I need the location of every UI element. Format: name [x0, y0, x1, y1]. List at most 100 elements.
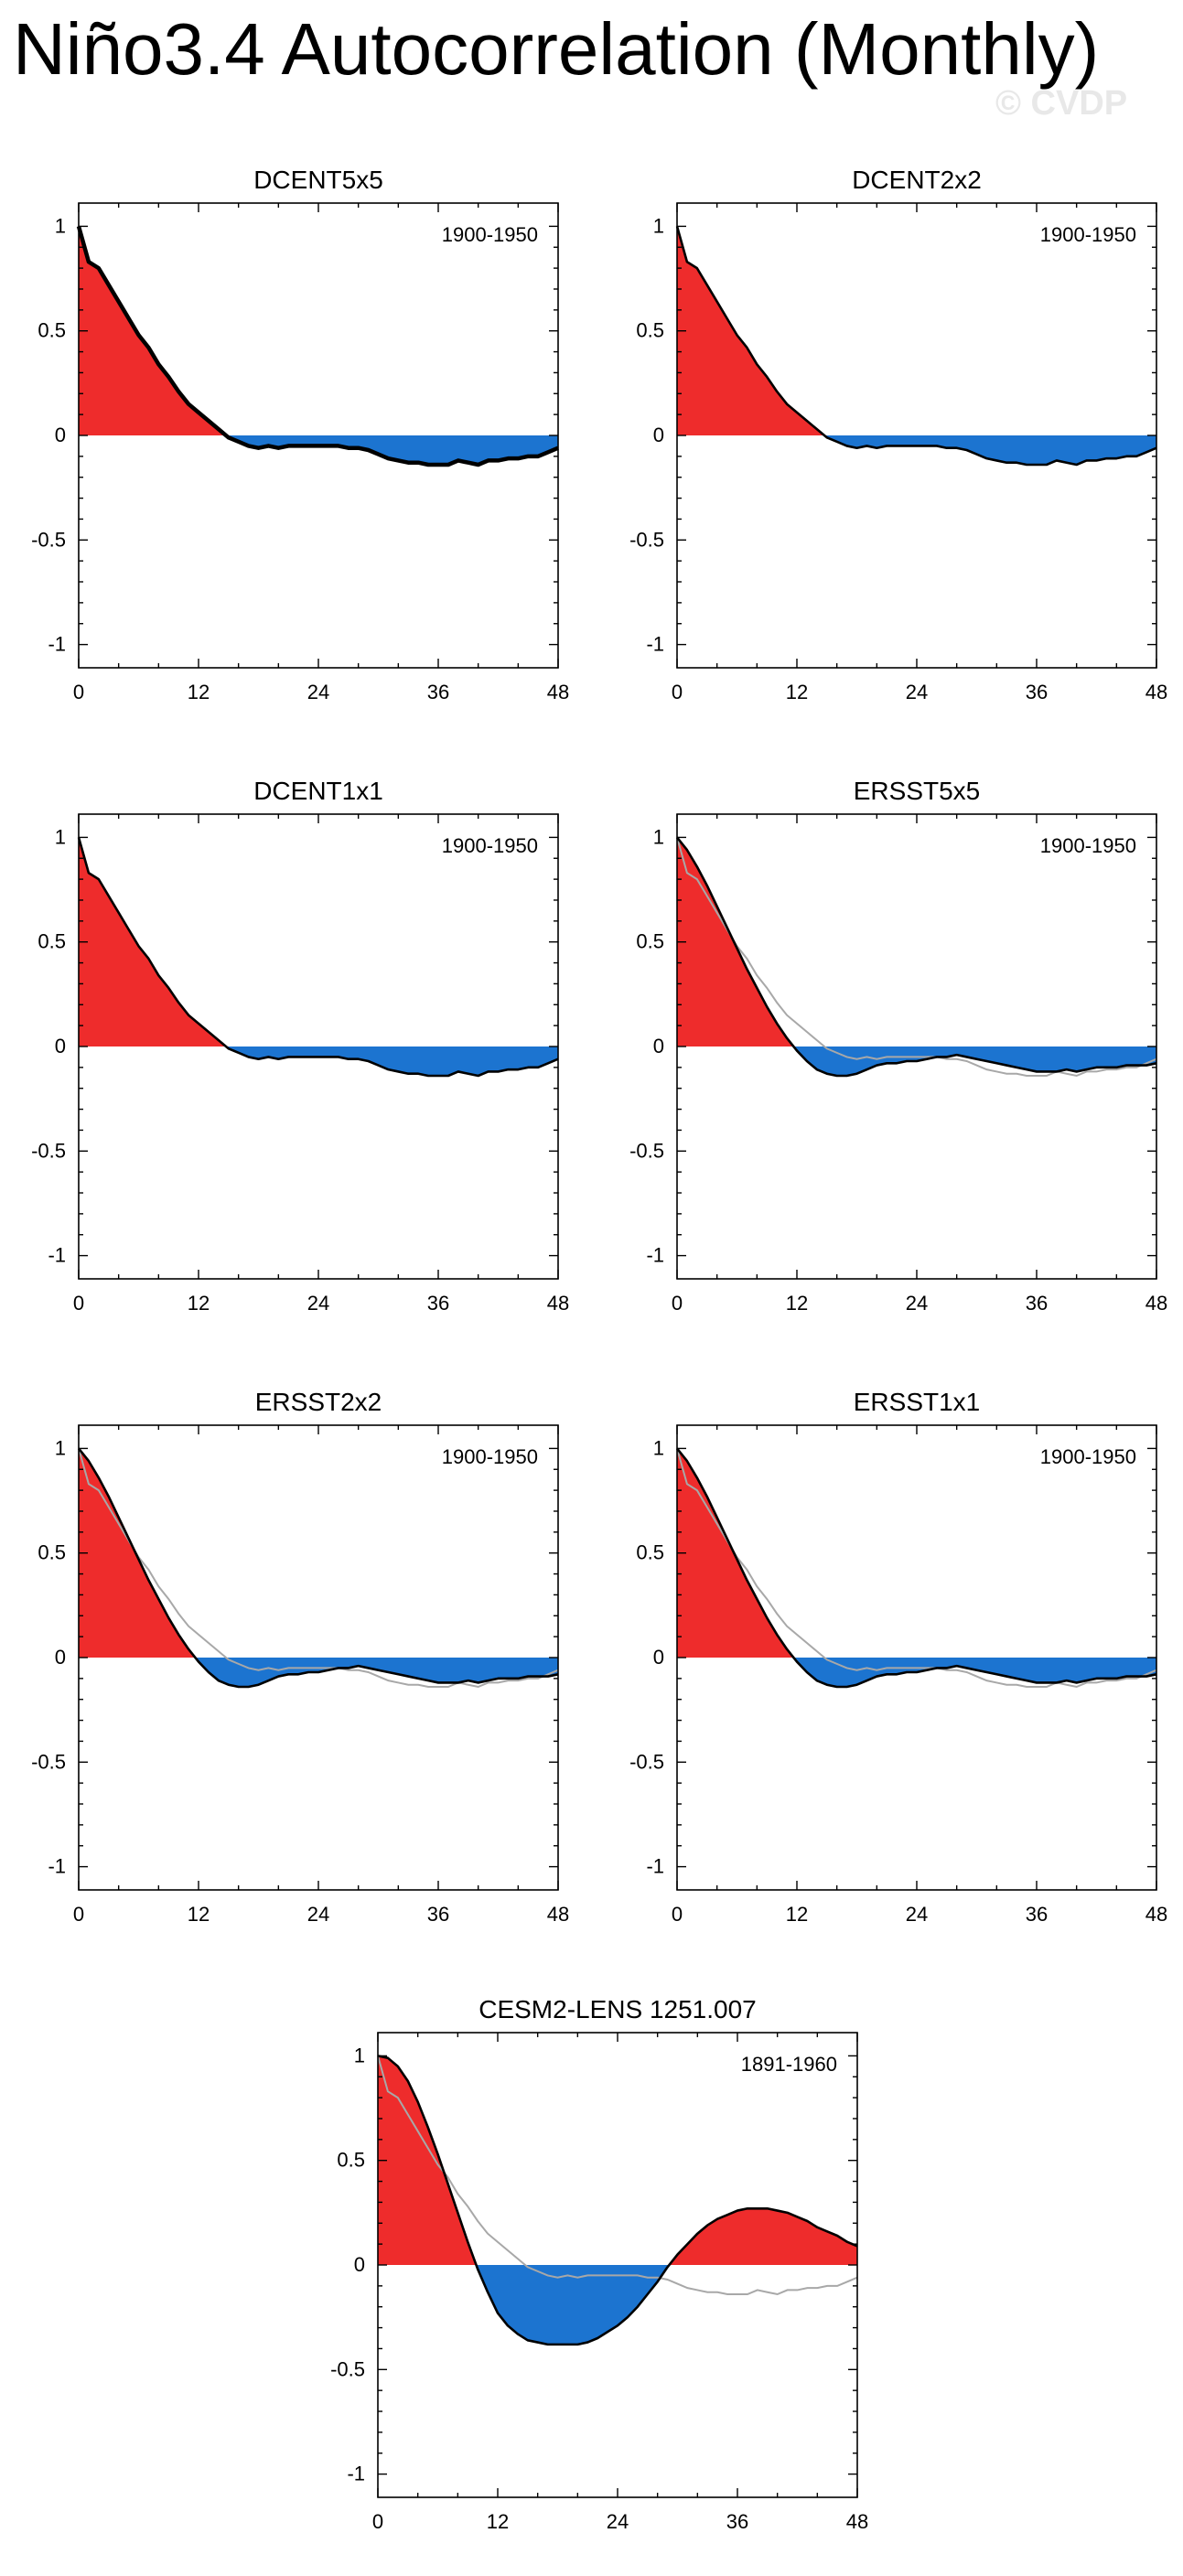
period-label: 1900-1950: [442, 834, 538, 857]
y-tick-label: 1: [55, 825, 66, 848]
y-tick-label: 0: [55, 424, 66, 446]
x-tick-label: 36: [427, 1292, 449, 1315]
y-tick-label: 0: [653, 1035, 664, 1057]
period-label: 1900-1950: [1040, 223, 1136, 246]
y-tick-label: -1: [48, 1855, 66, 1878]
series-line: [675, 836, 1157, 1078]
y-tick-label: 1: [55, 214, 66, 237]
y-tick-label: -0.5: [629, 1750, 664, 1773]
series-line: [675, 226, 1157, 467]
page-title: Niño3.4 Autocorrelation (Monthly): [13, 8, 1100, 90]
period-label: 1900-1950: [1040, 1445, 1136, 1468]
x-tick-label: 0: [73, 1903, 84, 1926]
x-tick-label: 24: [906, 1292, 928, 1315]
chart-panel-5: 1 0.5 0 -0.5 -1 0 12 24 36 48 ERSST2x2 1900-1950: [31, 1388, 569, 1926]
y-tick-label: 0.5: [636, 930, 664, 953]
x-tick-label: 0: [672, 681, 683, 703]
y-tick-label: -0.5: [31, 1139, 66, 1162]
x-tick-label: 48: [547, 1903, 569, 1926]
y-tick-label: 0.5: [38, 319, 66, 342]
series-line: [377, 2055, 858, 2346]
y-tick-label: -0.5: [31, 528, 66, 551]
panel-title: ERSST1x1: [854, 1388, 981, 1416]
panel-title: DCENT1x1: [253, 777, 383, 805]
positive-fill-area: [677, 837, 1156, 1046]
y-tick-label: 0.5: [38, 930, 66, 953]
x-tick-label: 24: [307, 1903, 329, 1926]
chart-panel-2: 1 0.5 0 -0.5 -1 0 12 24 36 48 DCENT2x2 1900-1950: [629, 166, 1167, 703]
y-tick-label: 0.5: [636, 1541, 664, 1564]
negative-fill-area: [677, 435, 1156, 465]
x-tick-label: 12: [786, 1903, 808, 1926]
positive-fill-area: [79, 226, 558, 435]
x-tick-label: 12: [188, 1292, 210, 1315]
x-tick-label: 36: [427, 681, 449, 703]
x-tick-label: 24: [607, 2510, 629, 2533]
x-tick-label: 36: [1026, 1903, 1048, 1926]
y-tick-label: -1: [646, 633, 664, 656]
x-tick-label: 24: [906, 681, 928, 703]
chart-panel-3: 1 0.5 0 -0.5 -1 0 12 24 36 48 DCENT1x1 1900-1950: [31, 777, 569, 1315]
reference-line: [377, 2055, 858, 2296]
y-tick-label: 0.5: [337, 2149, 365, 2172]
y-tick-label: -1: [48, 1244, 66, 1267]
x-tick-label: 24: [307, 681, 329, 703]
positive-fill-area: [79, 837, 558, 1046]
x-tick-label: 48: [1145, 1292, 1167, 1315]
period-label: 1900-1950: [442, 223, 538, 246]
series-line: [675, 1447, 1157, 1689]
y-tick-label: 0: [55, 1035, 66, 1057]
series-line: [76, 225, 559, 467]
x-tick-label: 48: [547, 1292, 569, 1315]
positive-fill-area: [378, 2055, 857, 2265]
x-tick-label: 12: [188, 681, 210, 703]
x-tick-label: 0: [672, 1292, 683, 1315]
y-tick-label: 0: [354, 2253, 365, 2276]
y-tick-label: 1: [55, 1436, 66, 1459]
period-label: 1891-1960: [741, 2053, 837, 2076]
period-label: 1900-1950: [1040, 834, 1136, 857]
panel-title: DCENT2x2: [852, 166, 982, 194]
panel-title: ERSST2x2: [255, 1388, 382, 1416]
x-tick-label: 0: [73, 1292, 84, 1315]
y-tick-label: 0: [55, 1646, 66, 1669]
panel-title: CESM2-LENS 1251.007: [479, 1995, 757, 2023]
series-line: [77, 1447, 559, 1689]
reference-line: [676, 1448, 1157, 1689]
panel-title: ERSST5x5: [854, 777, 981, 805]
x-tick-label: 48: [1145, 1903, 1167, 1926]
negative-fill-area: [79, 1046, 558, 1076]
series-line: [77, 837, 559, 1078]
negative-fill-area: [378, 2265, 857, 2345]
y-tick-label: -0.5: [31, 1750, 66, 1773]
chart-panel-1: 1 0.5 0 -0.5 -1 0 12 24 36 48 DCENT5x5 1900-1950: [31, 166, 569, 703]
watermark-text: © CVDP: [995, 84, 1128, 123]
x-tick-label: 36: [427, 1903, 449, 1926]
positive-fill-area: [79, 1448, 558, 1658]
y-tick-label: 1: [653, 825, 664, 848]
chart-panel-4: 1 0.5 0 -0.5 -1 0 12 24 36 48 ERSST5x5 1900-1950: [629, 777, 1167, 1315]
y-tick-label: -0.5: [629, 528, 664, 551]
x-tick-label: 12: [188, 1903, 210, 1926]
y-tick-label: 1: [653, 1436, 664, 1459]
positive-fill-area: [677, 226, 1156, 435]
x-tick-label: 48: [547, 681, 569, 703]
x-tick-label: 36: [1026, 681, 1048, 703]
y-tick-label: -1: [646, 1244, 664, 1267]
y-tick-label: 0: [653, 424, 664, 446]
x-tick-label: 36: [726, 2510, 748, 2533]
x-tick-label: 24: [906, 1903, 928, 1926]
y-tick-label: 0.5: [636, 319, 664, 342]
panel-title: DCENT5x5: [253, 166, 383, 194]
y-tick-label: -1: [646, 1855, 664, 1878]
reference-line: [676, 837, 1157, 1078]
x-tick-label: 12: [786, 1292, 808, 1315]
x-tick-label: 0: [73, 681, 84, 703]
negative-fill-area: [79, 435, 558, 465]
y-tick-label: -1: [347, 2463, 365, 2485]
x-tick-label: 48: [1145, 681, 1167, 703]
y-tick-label: 1: [653, 214, 664, 237]
x-tick-label: 48: [846, 2510, 868, 2533]
y-tick-label: -1: [48, 633, 66, 656]
